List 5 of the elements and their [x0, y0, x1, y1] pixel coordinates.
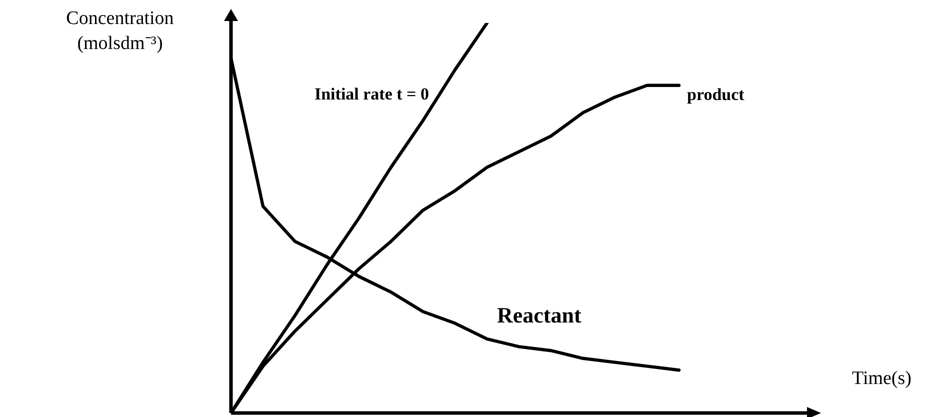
x-axis-title: Time(s) — [852, 368, 912, 390]
y-axis-title: Concentration (molsdm⁻³) — [65, 7, 175, 56]
series-label: product — [687, 84, 745, 104]
series-label: Reactant — [497, 302, 582, 328]
series-label: Initial rate t = 0 — [314, 84, 429, 104]
